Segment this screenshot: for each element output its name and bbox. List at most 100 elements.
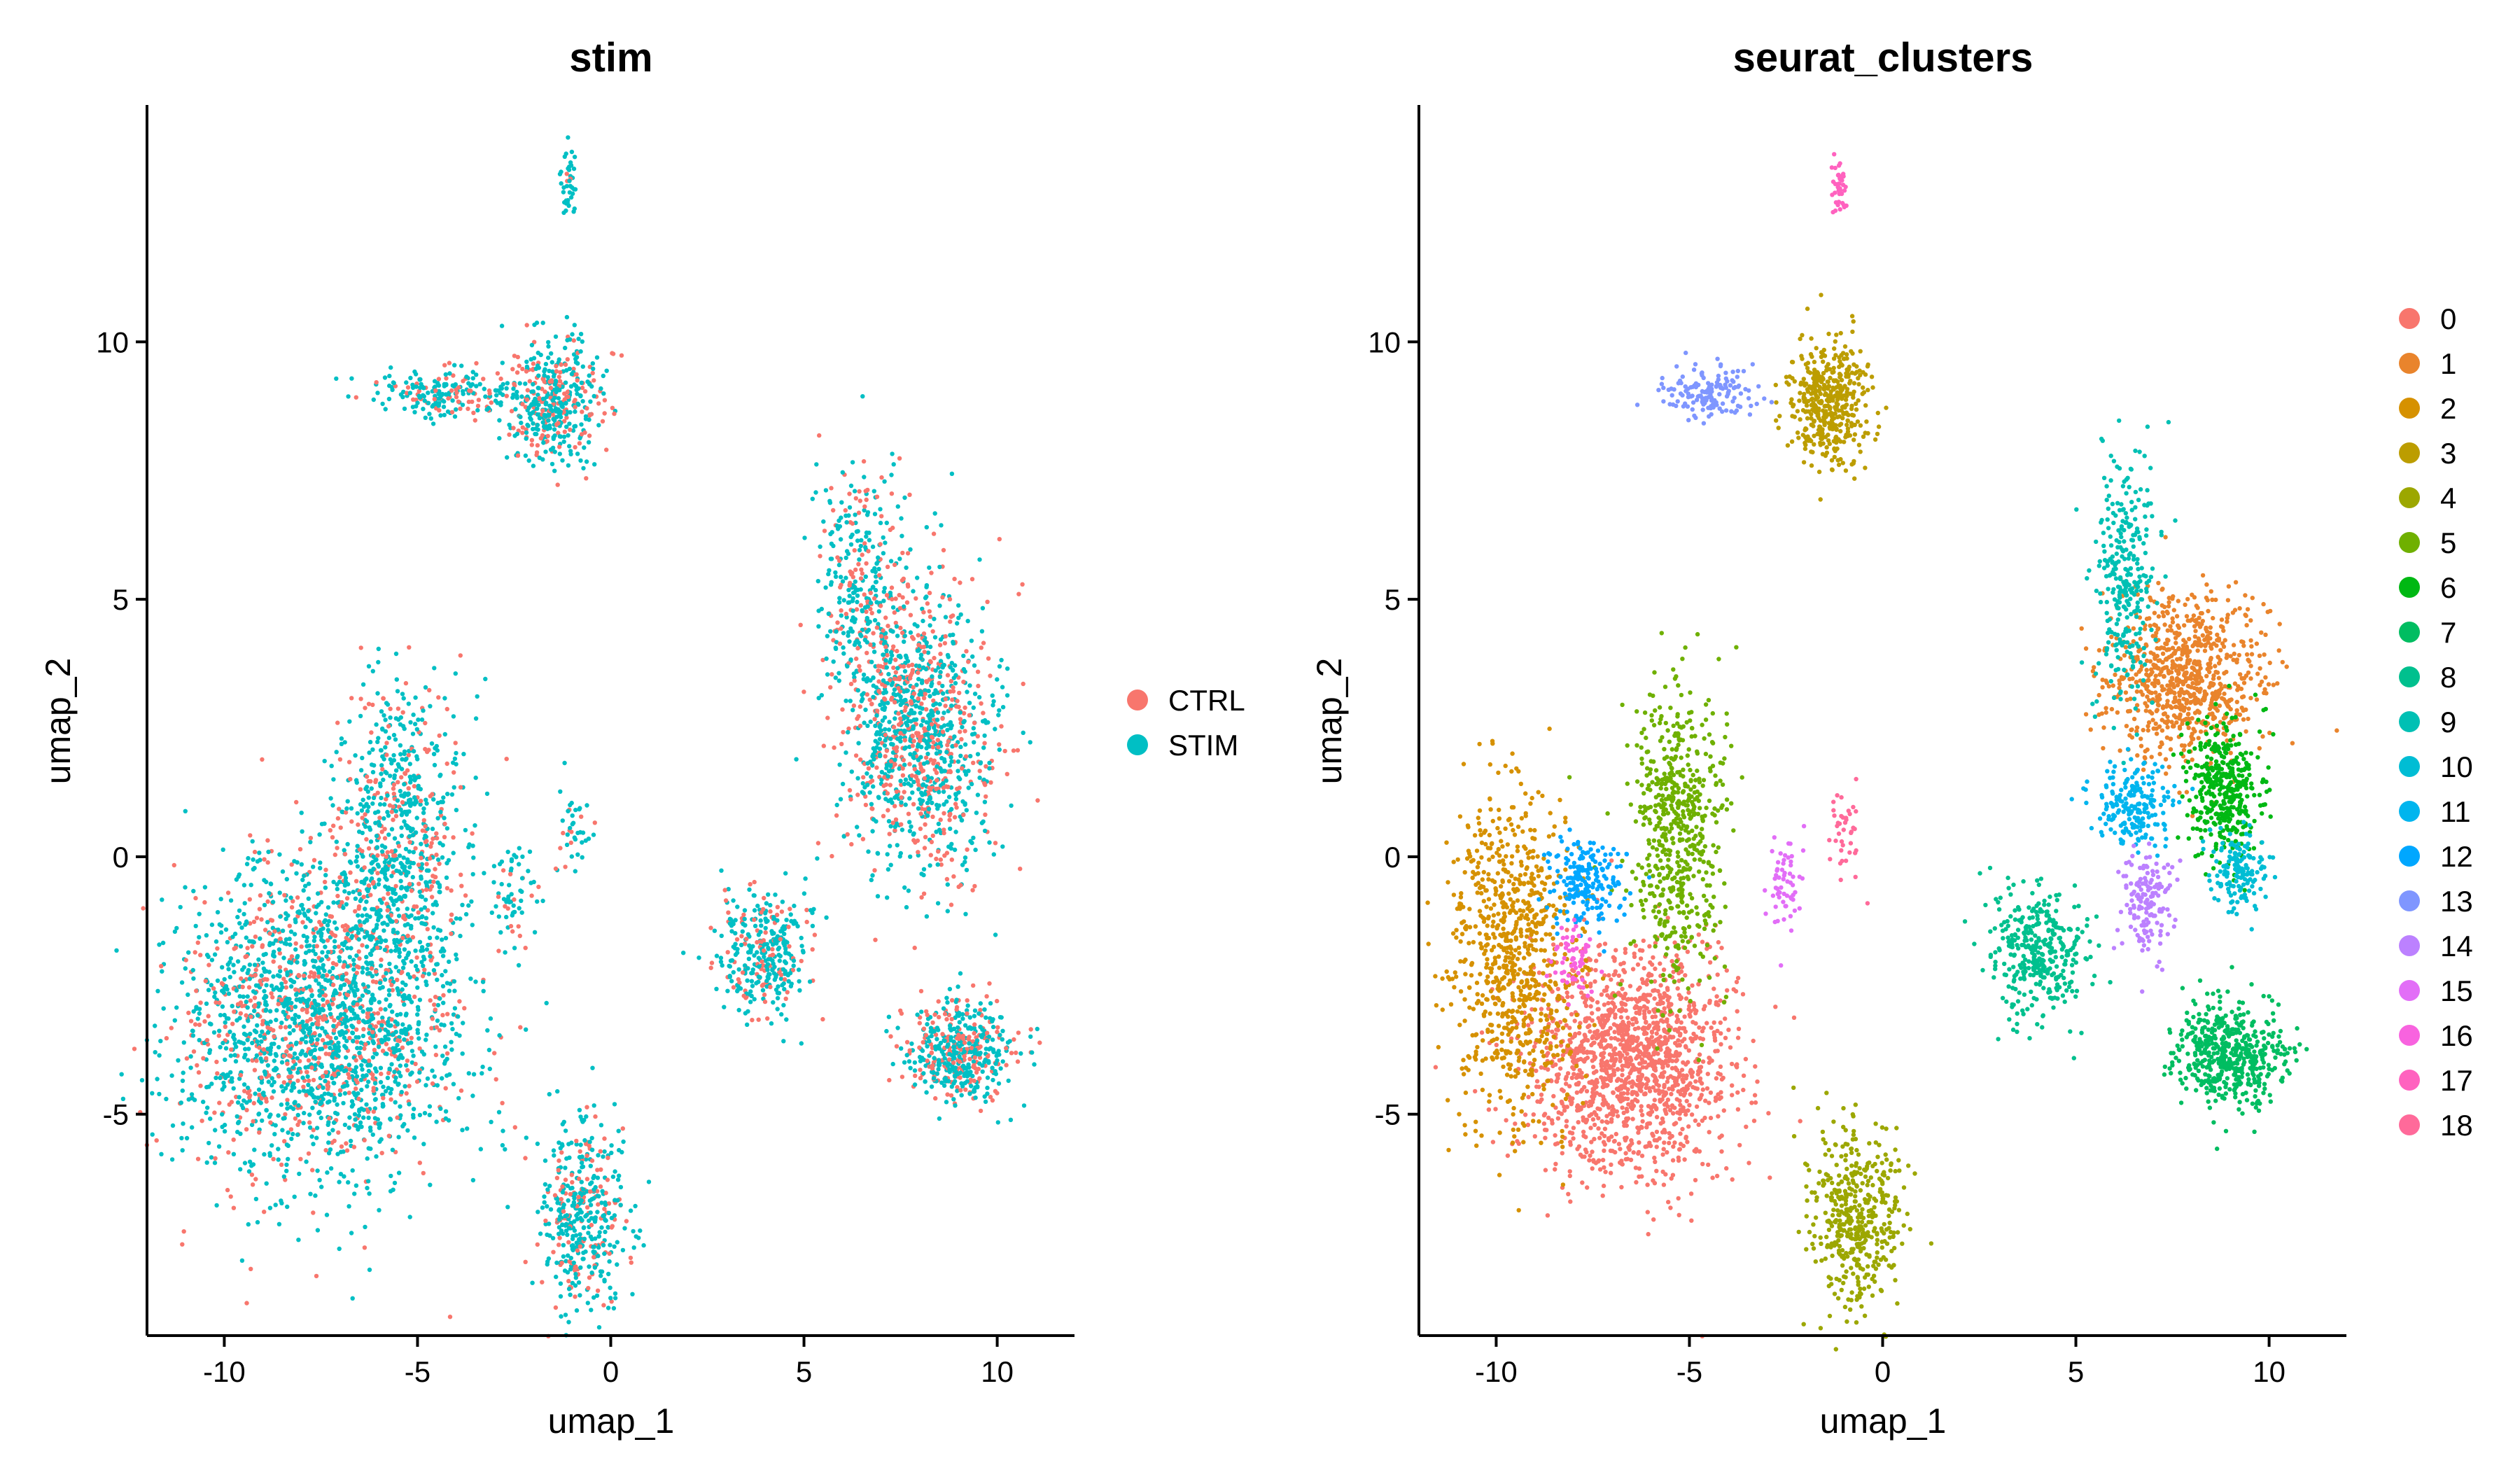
data-point [364,785,370,790]
data-point [318,1008,323,1013]
data-point [969,638,974,643]
data-point [834,813,839,818]
data-point [268,881,274,887]
data-point [883,754,888,759]
data-point [222,1129,227,1134]
data-point [566,394,570,400]
data-point [268,1120,273,1125]
data-point [371,1109,376,1114]
data-point [215,1071,220,1076]
data-point [392,1070,397,1074]
data-point [979,629,985,634]
data-point [942,640,948,646]
data-point [389,874,394,878]
data-point [363,1224,368,1230]
data-point [370,881,376,886]
data-point [336,944,341,949]
data-point [496,948,501,953]
data-point [524,430,529,435]
data-point [253,1091,258,1096]
data-point [180,1148,185,1153]
data-point [395,798,400,803]
data-point [402,1037,407,1042]
data-point [370,974,375,979]
data-point [938,651,943,657]
data-point [975,669,981,674]
data-point [421,1142,426,1147]
data-point [358,1005,363,1010]
data-point [940,716,945,721]
data-point [368,892,373,897]
data-point [425,749,430,755]
data-point [219,923,224,928]
data-point [245,1037,250,1042]
data-point [442,821,447,827]
data-point [519,394,524,399]
data-point [274,1008,279,1013]
data-point [385,1075,391,1081]
data-point [400,800,405,805]
data-point [276,1147,281,1152]
data-point [574,372,579,377]
data-point [380,1102,385,1107]
data-point [519,420,524,426]
data-point [991,699,996,704]
data-point [975,752,981,757]
data-point [451,714,456,719]
data-point [470,844,475,848]
data-point [315,1168,320,1173]
data-point [351,1090,356,1096]
data-point [252,1028,258,1033]
data-point [441,993,446,998]
data-point [420,828,425,833]
data-point [497,1032,502,1038]
data-point [558,414,564,419]
data-point [273,1203,278,1208]
data-point [438,774,442,778]
data-point [244,935,248,940]
data-point [923,834,928,840]
data-point [191,976,196,981]
data-point [470,831,475,836]
data-point [197,1011,202,1016]
data-point [557,451,562,456]
data-point [919,872,924,876]
data-point [172,1018,177,1023]
data-point [847,594,852,598]
data-point [209,1155,214,1160]
data-point [573,424,578,428]
data-point [306,1082,311,1088]
data-point [552,427,557,432]
data-point [337,757,343,762]
data-point [378,1007,383,1011]
data-point [382,977,388,982]
data-point [980,606,986,610]
data-point [249,1163,254,1168]
data-point [944,750,949,755]
data-point [336,1021,342,1026]
data-point [232,1041,237,1046]
data-point [944,850,950,855]
data-point [396,992,401,997]
data-point [198,1084,203,1088]
data-point [353,753,358,758]
data-point [884,648,889,653]
data-point [947,818,952,822]
data-point [226,991,232,996]
data-point [435,816,440,821]
data-point [1015,748,1021,753]
data-point [379,771,384,776]
data-point [966,785,971,790]
data-point [461,752,466,757]
data-point [430,421,436,426]
data-point [325,923,330,927]
data-point [184,1056,190,1061]
data-point [945,743,950,748]
data-point [548,404,553,409]
data-point [285,972,290,977]
data-point [917,664,922,668]
data-point [374,1069,379,1074]
data-point [353,896,358,902]
data-point [910,743,916,748]
